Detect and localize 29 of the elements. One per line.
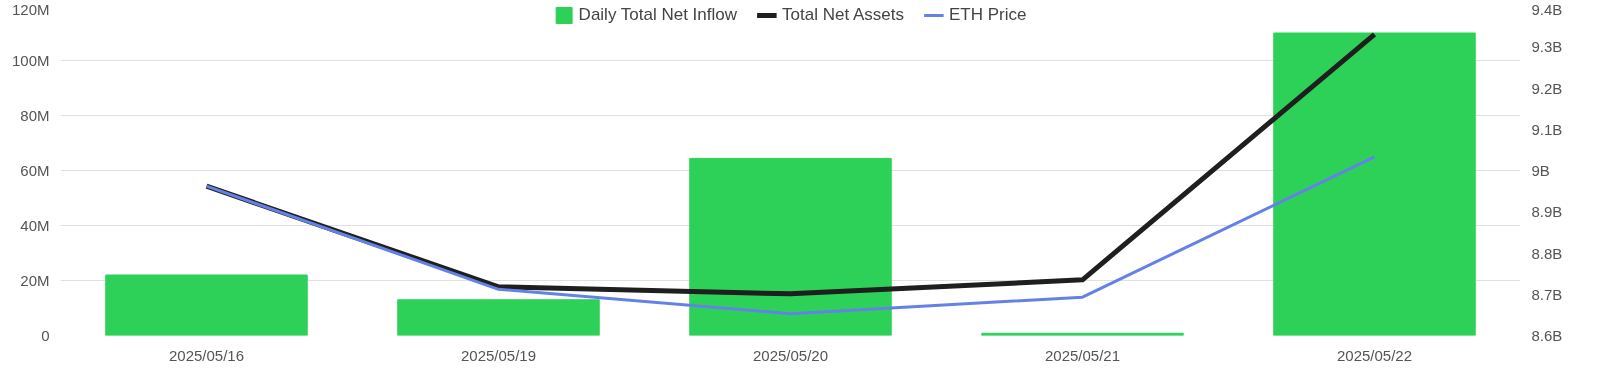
y-tick-label: 0: [41, 327, 50, 344]
y2-tick-label: 9.2B: [1531, 79, 1563, 97]
y2-tick-label: 8.7B: [1531, 285, 1563, 303]
x-tick-label: 2025/05/22: [1336, 346, 1413, 364]
y-tick-label: 80M: [20, 107, 50, 124]
x-tick-label: 2025/05/16: [168, 346, 245, 364]
y2-tick-label: 8.6B: [1531, 327, 1563, 344]
y-tick-label: 20M: [20, 272, 50, 289]
x-tick-label: 2025/05/19: [460, 346, 537, 364]
x-tick-label: 2025/05/21: [1044, 346, 1121, 364]
bar: [105, 274, 308, 336]
legend-label: Daily Total Net Inflow: [578, 5, 738, 25]
x-tick-label: 2025/05/20: [752, 346, 829, 364]
bar: [397, 299, 600, 336]
bar: [1273, 32, 1476, 336]
line-series: [205, 155, 1376, 316]
y2-tick-label: 9.4B: [1531, 0, 1563, 18]
legend-label: ETH Price: [948, 5, 1027, 25]
y-tick-label: 100M: [11, 52, 50, 69]
y2-tick-label: 8.8B: [1531, 244, 1563, 262]
y-tick-label: 60M: [20, 162, 50, 179]
legend-label: Total Net Assets: [782, 5, 904, 25]
y-tick-label: 120M: [11, 0, 50, 18]
y-tick-label: 40M: [20, 217, 50, 234]
y2-tick-label: 9.1B: [1531, 120, 1563, 138]
bar: [689, 157, 892, 336]
y2-tick-label: 9B: [1531, 162, 1550, 179]
y2-tick-label: 9.3B: [1531, 38, 1563, 56]
y2-tick-label: 8.9B: [1531, 203, 1563, 221]
